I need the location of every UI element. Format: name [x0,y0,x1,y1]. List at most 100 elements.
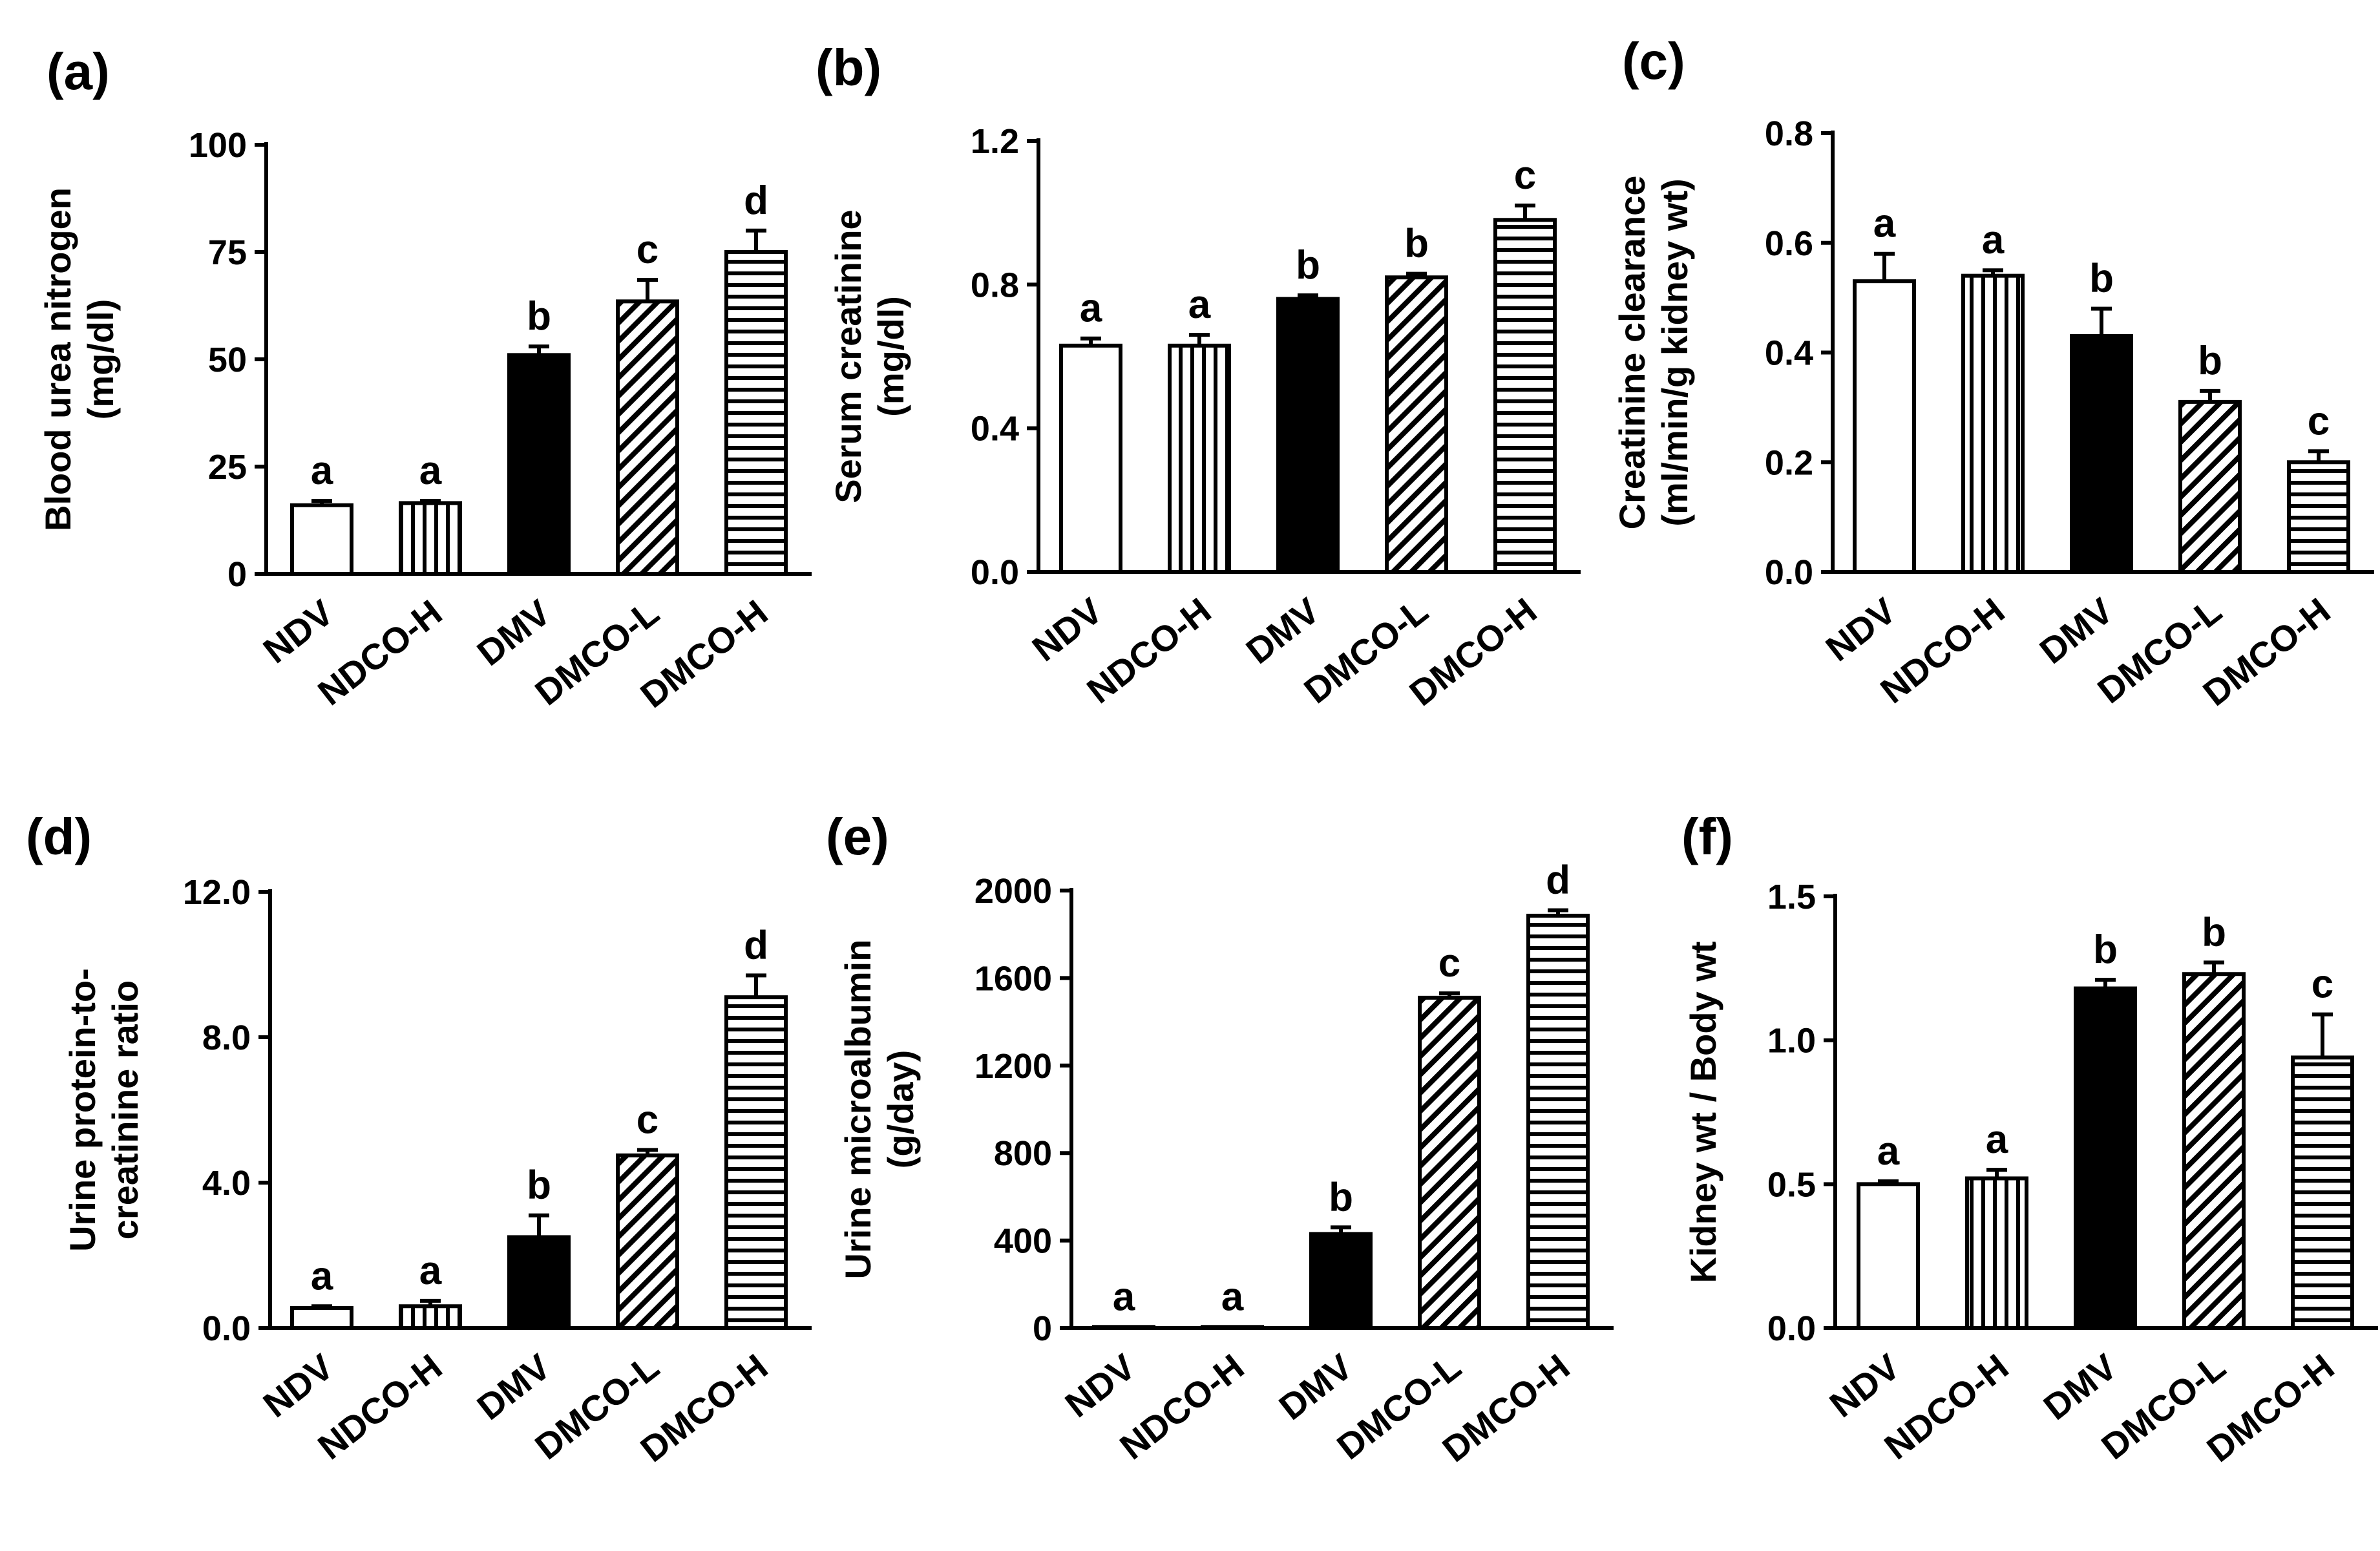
bar-DMCO-H [724,250,788,576]
chart-panel-d: (d) Urine protein-to-creatinine ratio 0.0 4… [26,808,812,1470]
y-tick-label: 0.0 [1765,553,1813,592]
bar-DMV [1276,297,1340,574]
bar-DMCO-L [1385,275,1448,574]
significance-letter: a [1188,282,1211,327]
y-tick-label: 0.8 [1765,114,1813,153]
bar-NDV [290,503,353,576]
chart-panel-f: (f) Kidney wt / Body wt 0.0 0.5 1.0 1.5 a NDV a N… [1681,808,2378,1470]
y-axis-title-line: (ml/min/g kidney wt) [1654,178,1695,526]
y-axis-title-line: Creatinine clearance [1612,176,1652,530]
bar-DMV [1309,1232,1373,1330]
y-tick-label: 800 [994,1134,1052,1173]
y-tick-label: 50 [208,341,247,379]
y-tick-label: 8.0 [202,1018,251,1057]
panel-label: (b) [816,39,881,96]
y-tick-label: 1200 [974,1047,1052,1086]
significance-letter: b [2198,339,2222,383]
significance-letter: b [1404,222,1429,266]
x-category-label: DMV [1272,1346,1360,1428]
x-category-label: NDCO-H [1877,1346,2016,1468]
significance-letter: b [1329,1175,1353,1219]
x-category-label: NDV [255,1346,341,1425]
y-tick-label: 1.2 [971,122,1019,161]
y-axis-title-line: Serum creatinine [828,209,869,503]
y-axis-title-line: (mg/dl) [870,296,911,417]
significance-letter: b [527,294,551,339]
significance-letter: c [1438,941,1460,986]
bar-DMCO-H [2291,1055,2354,1331]
bar-DMCO-L [2182,972,2246,1330]
y-axis-title-line: Blood urea nitrogen [37,187,78,531]
panel-label: (e) [826,808,889,865]
bar-NDCO-H [1965,1176,2028,1330]
bar-DMV [507,353,571,576]
y-tick-label: 0 [227,555,247,594]
x-category-label: NDV [1822,1346,1907,1425]
significance-letter: a [419,1249,442,1293]
significance-letter: a [311,448,333,493]
y-tick-label: 1.5 [1767,878,1816,916]
bar-NDCO-H [1961,273,2025,574]
bar-DMCO-L [616,1153,679,1330]
x-category-label: DMV [2032,590,2121,671]
x-category-label: NDCO-H [1112,1346,1251,1468]
y-axis-title: Serum creatinine(mg/dl) [828,209,911,503]
y-tick-label: 0.0 [1767,1309,1816,1348]
x-category-label: DMV [1239,590,1327,671]
bar-DMV [2074,986,2137,1331]
panel-label: (c) [1622,32,1685,90]
significance-letter: a [1986,1117,2008,1162]
bar-NDV [290,1306,353,1330]
y-tick-label: 1600 [974,959,1052,998]
y-axis-title-line: (mg/dl) [80,299,121,420]
y-tick-label: 0.0 [971,553,1019,592]
bar-NDV [1853,279,1916,574]
y-axis-title: Kidney wt / Body wt [1683,942,1723,1283]
x-category-label: NDCO-H [310,1346,449,1468]
chart-panel-c: (c) Creatinine clearance(ml/min/g kidney … [1612,32,2374,713]
bar-DMCO-H [2287,460,2350,574]
significance-letter: c [2308,399,2330,443]
x-category-label: NDV [1818,590,1903,669]
bar-NDV [1857,1182,1920,1331]
x-category-label: NDCO-H [1873,590,2012,712]
y-tick-label: 0.0 [202,1309,251,1348]
y-axis-title: Urine microalbumin(g/day) [837,940,921,1280]
bar-NDCO-H [1168,343,1231,574]
y-tick-label: 400 [994,1222,1052,1261]
y-tick-label: 0.6 [1765,224,1813,263]
significance-letter: b [2202,910,2226,955]
y-tick-label: 0.4 [971,410,1019,448]
bar-DMCO-L [616,299,679,576]
bar-DMCO-H [1493,218,1557,574]
x-category-label: DMV [470,1346,558,1428]
bar-DMCO-H [1526,913,1590,1330]
bar-DMCO-L [1418,995,1481,1330]
y-axis-title: Creatinine clearance(ml/min/g kidney wt) [1612,176,1695,530]
y-tick-label: 4.0 [202,1164,251,1203]
significance-letter: d [744,923,768,967]
significance-letter: c [637,1097,658,1142]
significance-letter: b [2089,257,2114,301]
x-category-label: NDV [1024,590,1110,669]
x-category-label: NDV [255,592,341,671]
y-axis-title-line: creatinine ratio [105,980,145,1240]
y-axis-title-line: Urine protein-to- [62,968,103,1252]
significance-letter: d [1546,858,1570,902]
y-tick-label: 0 [1033,1309,1052,1348]
chart-panel-e: (e) Urine microalbumin(g/day) 0 400 800 1200 1… [826,808,1614,1470]
y-tick-label: 2000 [974,872,1052,911]
bar-DMCO-L [2178,399,2242,574]
y-axis-title-line: Kidney wt / Body wt [1683,942,1723,1283]
significance-letter: a [1113,1274,1135,1319]
x-category-label: DMV [2036,1346,2125,1428]
y-axis-title: Urine protein-to-creatinine ratio [62,968,145,1252]
significance-letter: a [1221,1274,1244,1319]
x-category-label: NDV [1057,1346,1143,1425]
bar-DMV [2070,334,2133,574]
bar-DMCO-H [724,995,788,1330]
significance-letter: c [1514,153,1536,198]
significance-letter: c [637,227,658,272]
y-tick-label: 12.0 [183,873,251,912]
x-category-label: DMV [470,592,558,673]
